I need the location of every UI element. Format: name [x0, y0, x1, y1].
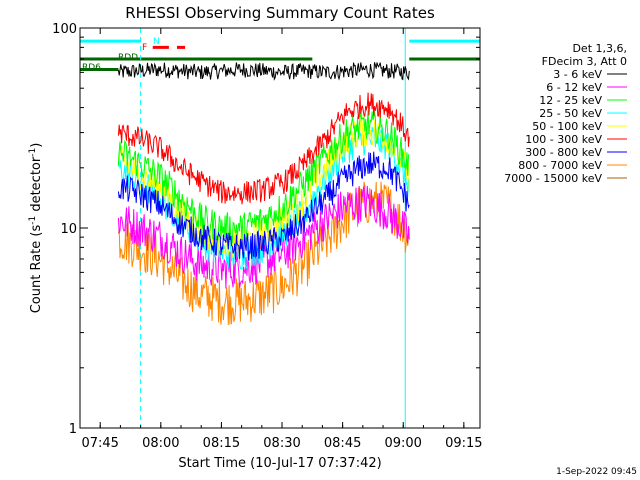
- legend-label-0: 3 - 6 keV: [553, 68, 602, 81]
- x-tick-label-5: 09:00: [384, 436, 421, 451]
- series-line-0: [117, 62, 410, 81]
- y-axis-label-sup2: -1: [28, 148, 38, 157]
- x-tick-label-2: 08:15: [203, 436, 240, 451]
- y-tick-label-1: 10: [60, 222, 77, 237]
- legend-label-5: 100 - 300 keV: [525, 133, 602, 146]
- y-axis-label-main: Count Rate (s: [29, 225, 44, 314]
- y-axis-label: Count Rate (s-1 detector-1): [28, 143, 44, 314]
- annotation-rdd: RDD: [118, 53, 138, 63]
- y-tick-label-0: 1: [69, 422, 77, 437]
- chart-title: RHESSI Observing Summary Count Rates: [125, 4, 435, 22]
- y-axis-label-end: ): [29, 143, 44, 148]
- footer-date: 1-Sep-2022 09:45: [556, 467, 637, 477]
- legend-header-1: FDecim 3, Att 0: [542, 55, 627, 68]
- legend-label-3: 25 - 50 keV: [539, 107, 602, 120]
- y-axis-ticks: 1 10 100: [52, 22, 480, 437]
- x-tick-label-0: 07:45: [81, 436, 118, 451]
- series-lines: [117, 62, 410, 326]
- y-axis-label-sup1: -1: [28, 216, 38, 225]
- legend-label-6: 300 - 800 keV: [525, 146, 602, 159]
- flag-bars: [80, 39, 480, 72]
- x-tick-label-1: 08:00: [142, 436, 179, 451]
- y-axis-label-mid: detector: [29, 156, 44, 216]
- legend-header-0: Det 1,3,6,: [572, 42, 627, 55]
- legend-label-1: 6 - 12 keV: [546, 81, 602, 94]
- x-tick-label-3: 08:30: [263, 436, 300, 451]
- legend-label-2: 12 - 25 keV: [539, 94, 602, 107]
- annotation-n: N: [153, 37, 160, 47]
- x-tick-label-6: 09:15: [445, 436, 482, 451]
- legend-label-4: 50 - 100 keV: [532, 120, 602, 133]
- annotation-f: F: [142, 43, 147, 53]
- legend-label-7: 800 - 7000 keV: [518, 159, 602, 172]
- legend-label-8: 7000 - 15000 keV: [504, 172, 602, 185]
- annotations: FN RDD RD6: [82, 37, 160, 73]
- x-axis-label: Start Time (10-Jul-17 07:37:42): [178, 456, 381, 471]
- y-tick-label-2: 100: [52, 22, 77, 37]
- series-line-1: [117, 185, 410, 289]
- annotation-rd6: RD6: [82, 63, 101, 73]
- x-tick-label-4: 08:45: [324, 436, 361, 451]
- series-line-5: [117, 92, 410, 205]
- x-axis-ticks: 07:45 08:00 08:15 08:30 08:45 09:00 09:15: [79, 28, 483, 451]
- series-line-6: [117, 151, 410, 261]
